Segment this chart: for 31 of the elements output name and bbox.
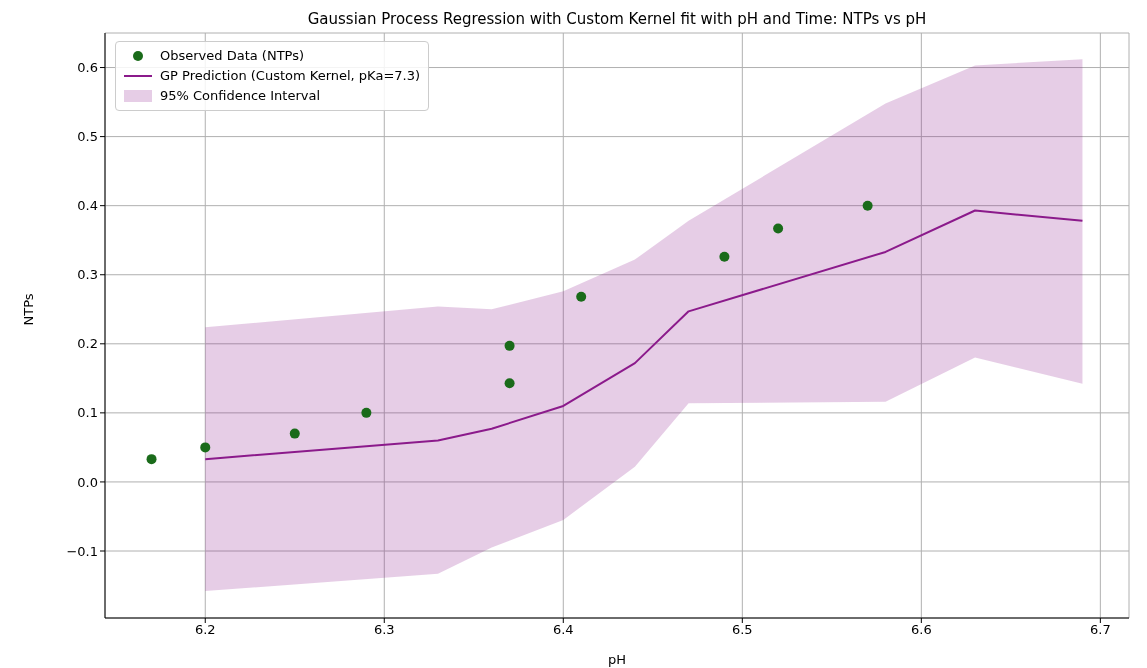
x-axis-title: pH [607, 652, 627, 667]
y-tick-label: 0.0 [77, 474, 98, 490]
point [719, 251, 730, 262]
x-tick-label: 6.3 [373, 622, 395, 638]
x-tick-label: 6.5 [731, 622, 753, 638]
point [504, 378, 515, 389]
y-axis-title: NTPs [20, 293, 36, 326]
y-tick-label: 0.3 [77, 267, 98, 283]
y-tick-label: 0.2 [77, 336, 98, 352]
y-tick-label: 0.1 [77, 405, 98, 421]
y-tick-label: 0.6 [77, 60, 98, 76]
chart-title: Gaussian Process Regression with Custom Kernel fit with pH and Time: NTPs vs pH [306, 10, 928, 28]
point [146, 454, 157, 465]
x-tick-label: 6.7 [1090, 622, 1111, 638]
legend-label: Observed Data (NTPs) [160, 47, 305, 65]
y-tick-label: 0.4 [77, 198, 98, 214]
x-tick-label: 6.6 [910, 622, 932, 638]
legend-label: GP Prediction (Custom Kernel, pKa=7.3) [160, 67, 421, 85]
y-tick-label: −0.1 [66, 543, 98, 559]
y-tick-label: 0.5 [77, 129, 98, 145]
point [576, 291, 587, 302]
point [289, 428, 300, 439]
line-series [204, 209, 1084, 461]
annotation: 95% Confidence Interval [160, 87, 321, 105]
point [361, 407, 372, 418]
x-tick-label: 6.2 [194, 622, 216, 638]
point [773, 223, 784, 234]
point [862, 200, 873, 211]
point [504, 340, 515, 351]
x-tick-label: 6.4 [552, 622, 574, 638]
point [200, 442, 211, 453]
